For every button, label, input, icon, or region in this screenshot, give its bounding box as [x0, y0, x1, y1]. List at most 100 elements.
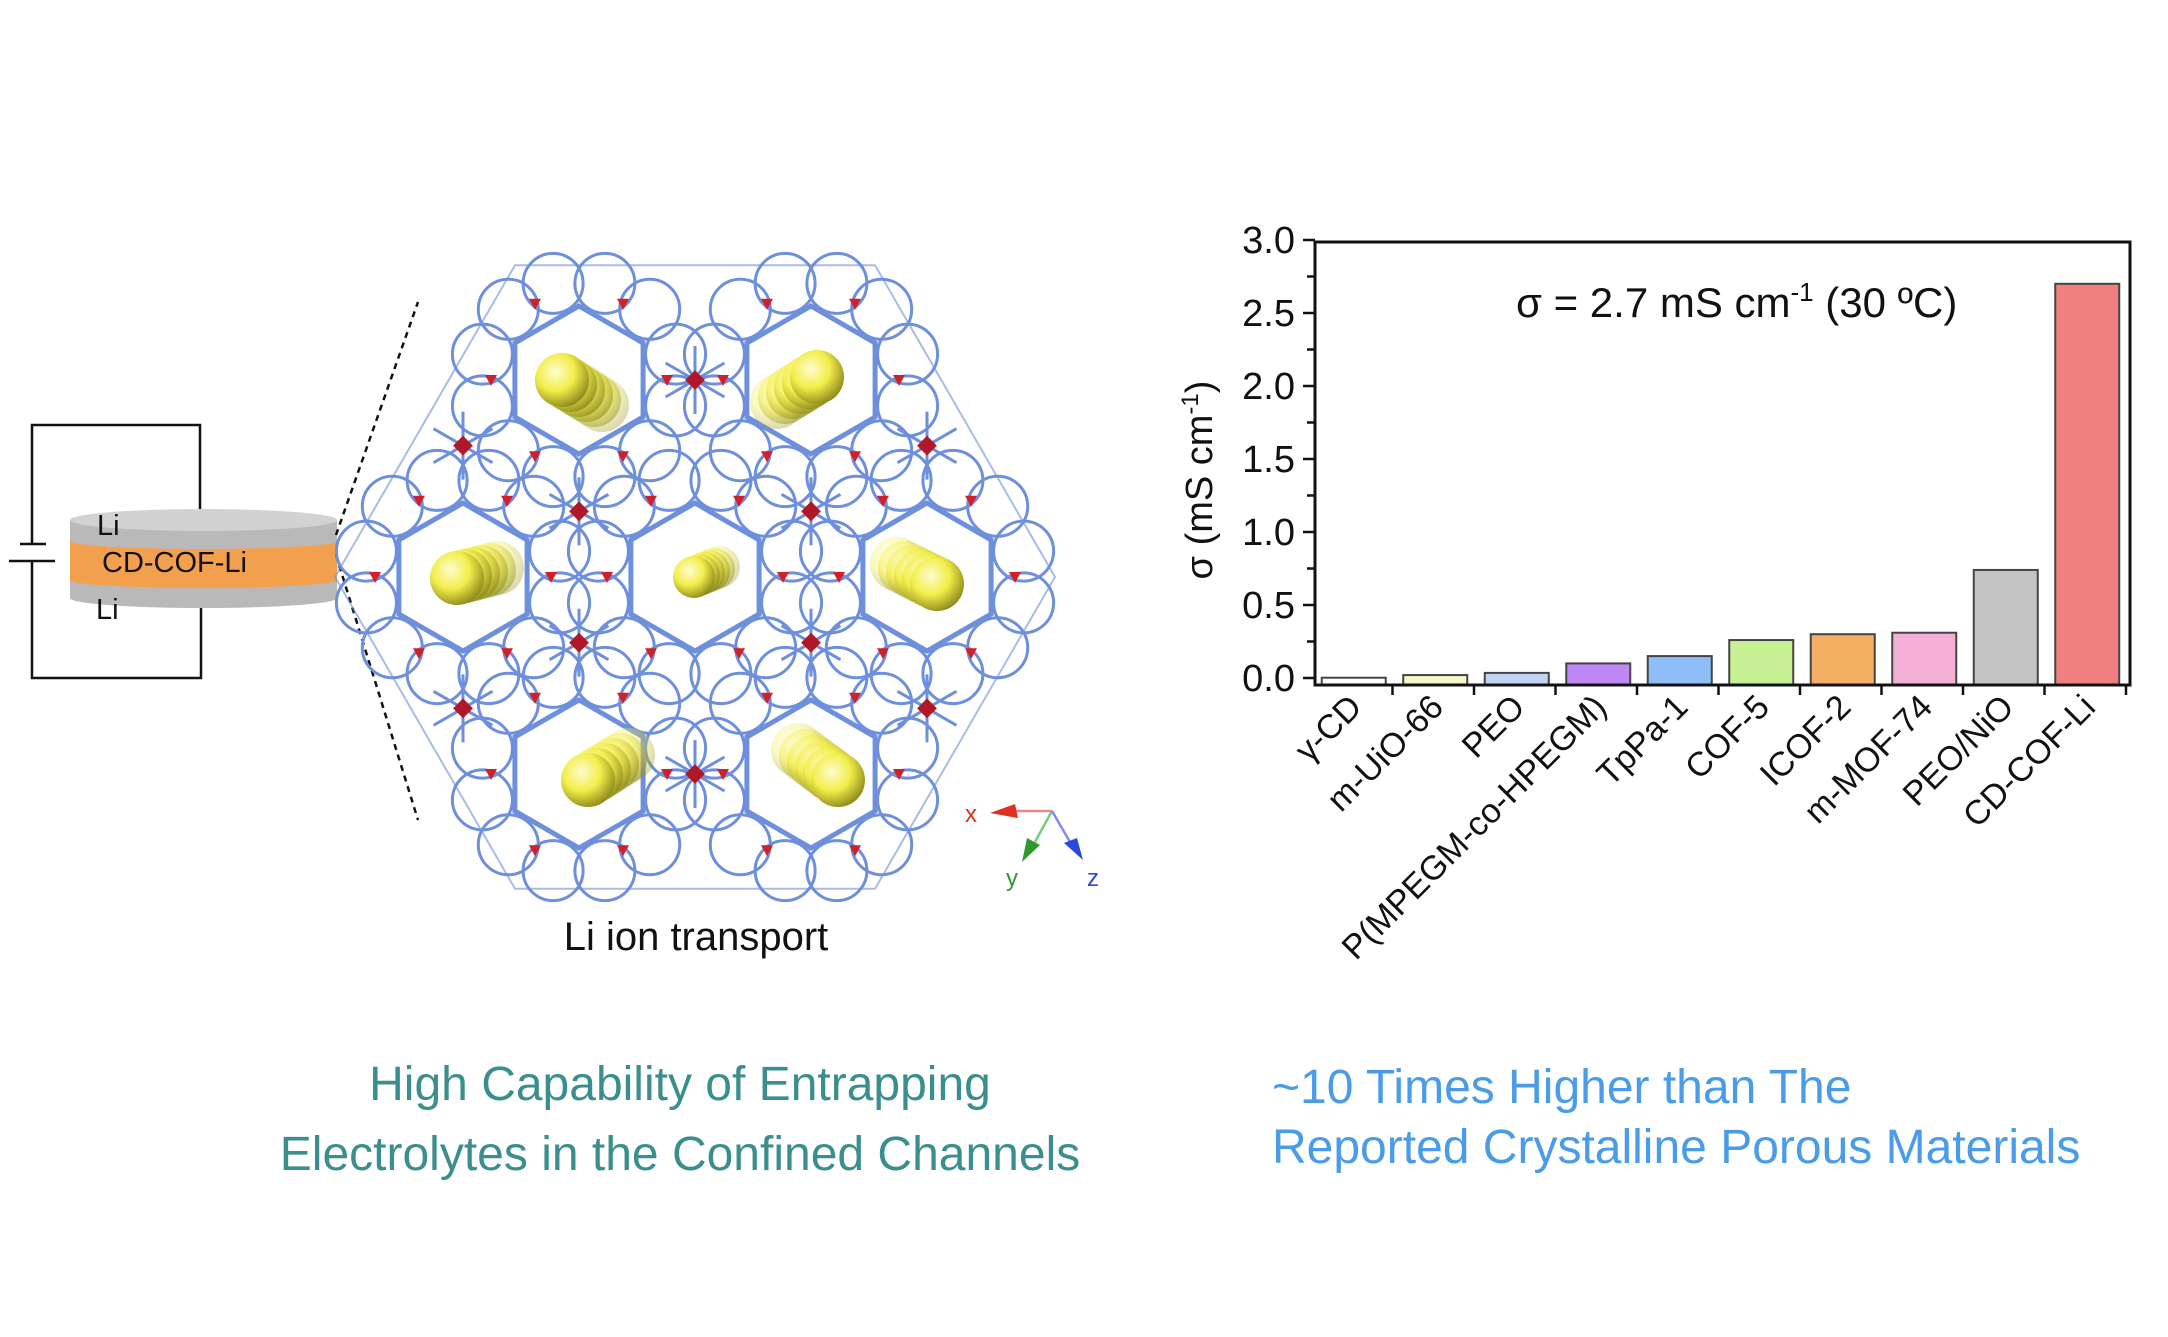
node-triangle [485, 769, 497, 780]
cage-ring [708, 813, 772, 877]
x-tick-label: TpPa-1 [1590, 688, 1696, 794]
y-axis-ticks: 0.0 0.5 1.0 1.5 2.0 2.5 3.0 [1242, 220, 1315, 700]
y-axis-title-end: ) [1179, 381, 1221, 394]
li-ion-sphere [535, 353, 589, 407]
cage-ring [360, 474, 424, 538]
axis-triad: x y z [965, 801, 1099, 892]
node-triangle [413, 495, 425, 507]
node-cluster [917, 698, 937, 719]
y-axis-title-main: σ (mS cm [1179, 415, 1221, 580]
cage-ring [753, 645, 817, 709]
cage-ring [457, 642, 521, 706]
cage-ring [360, 616, 424, 680]
x-axis-label: x [965, 801, 977, 828]
node-triangle [1009, 572, 1021, 583]
node-triangle [529, 692, 541, 704]
node-cluster [569, 632, 589, 653]
node-triangle [529, 298, 541, 310]
cage-ring [805, 839, 869, 903]
li-ion-column [561, 728, 655, 807]
node-triangle [485, 375, 497, 386]
bars [1320, 282, 2121, 687]
cage-ring [850, 277, 914, 341]
li-ion-sphere [430, 551, 484, 605]
node-triangle [645, 495, 657, 507]
node-cluster [569, 501, 589, 522]
annotation-sup: -1 [1791, 277, 1814, 307]
x-axis-arrow-icon [990, 804, 1018, 818]
li-ion-sphere [561, 753, 615, 807]
node-cluster [685, 370, 705, 390]
cage-ring [618, 277, 682, 341]
right-caption-line-2: Reported Crystalline Porous Materials [1272, 1121, 2081, 1174]
node-triangle [617, 692, 629, 704]
cage-ring [521, 645, 585, 709]
node-triangle [717, 375, 729, 386]
plot-frame [1313, 240, 2132, 687]
bar-2 [1483, 671, 1550, 687]
bar-5 [1728, 639, 1795, 687]
node-triangle [761, 451, 773, 463]
top-li-label: Li [97, 510, 120, 542]
bar-9 [2054, 282, 2121, 687]
node-triangle [965, 648, 977, 660]
battery-icon [9, 542, 55, 563]
conductivity-bar-chart: 0.0 0.5 1.0 1.5 2.0 2.5 3.0 γ-CDm-UiO-66 PEOP(M… [1177, 220, 2132, 967]
node-cluster [453, 698, 473, 719]
li-ion-column [870, 537, 964, 611]
li-ion-sphere [673, 556, 715, 598]
li-ion-column [750, 350, 844, 429]
cage-ring [476, 277, 540, 341]
bar-3 [1565, 662, 1632, 686]
y-axis-arrow-icon [1022, 838, 1040, 862]
li-ion-sphere [811, 753, 865, 807]
node-triangle [733, 495, 745, 507]
left-caption-line-2: Electrolytes in the Confined Channels [279, 1128, 1081, 1181]
circuit-wires [30, 423, 203, 680]
li-ion-column [535, 353, 629, 432]
li-ion-column [430, 541, 524, 605]
right-caption: ~10 Times Higher than The Reported Cryst… [1272, 1058, 2080, 1178]
y-tick-label: 0.5 [1242, 585, 1295, 627]
node-triangle [601, 572, 613, 583]
annotation-main: σ = 2.7 mS cm [1516, 279, 1791, 326]
bar-8 [1972, 568, 2039, 686]
node-triangle [529, 845, 541, 857]
x-axis-tick-labels: γ-CDm-UiO-66 PEOP(MPEGM-co-HPEGM)TpPa-1CO… [1288, 688, 2103, 967]
cage-ring [521, 251, 585, 315]
y-axis-label: y [1006, 865, 1018, 892]
node-cluster [917, 435, 937, 456]
zoom-indicator-lines [334, 301, 420, 821]
bottom-li-label: Li [96, 594, 119, 626]
bar-4 [1646, 655, 1713, 687]
cage-ring [405, 448, 469, 512]
node-triangle [369, 572, 381, 583]
cell-and-lattice-scheme: Li CD-COF-Li Li x y z Li ion transport [9, 251, 1099, 959]
cage-ring [921, 642, 985, 706]
node-triangle [893, 769, 905, 780]
cage-ring [869, 448, 933, 512]
node-triangle [661, 769, 673, 780]
node-triangle [501, 648, 513, 660]
cage-ring [753, 251, 817, 315]
cage-ring [805, 445, 869, 509]
node-triangle [617, 845, 629, 857]
framework-outline [333, 264, 1057, 890]
node-triangle [849, 298, 861, 310]
node-triangle [761, 845, 773, 857]
node-triangle [545, 572, 557, 583]
node-triangle [617, 298, 629, 310]
node-triangle [849, 692, 861, 704]
bar-7 [1891, 631, 1958, 686]
electrolyte-layer [70, 541, 337, 589]
cage-ring [637, 448, 701, 512]
node-triangle [645, 648, 657, 660]
framework-cages [334, 251, 1056, 903]
y-axis-title: σ (mS cm-1) [1177, 381, 1221, 580]
bottom-li-electrode [70, 580, 337, 609]
y-axis-title-sup: -1 [1177, 393, 1204, 414]
node-triangle [761, 298, 773, 310]
node-triangle [877, 495, 889, 507]
node-triangle [733, 648, 745, 660]
node-triangle [661, 375, 673, 386]
